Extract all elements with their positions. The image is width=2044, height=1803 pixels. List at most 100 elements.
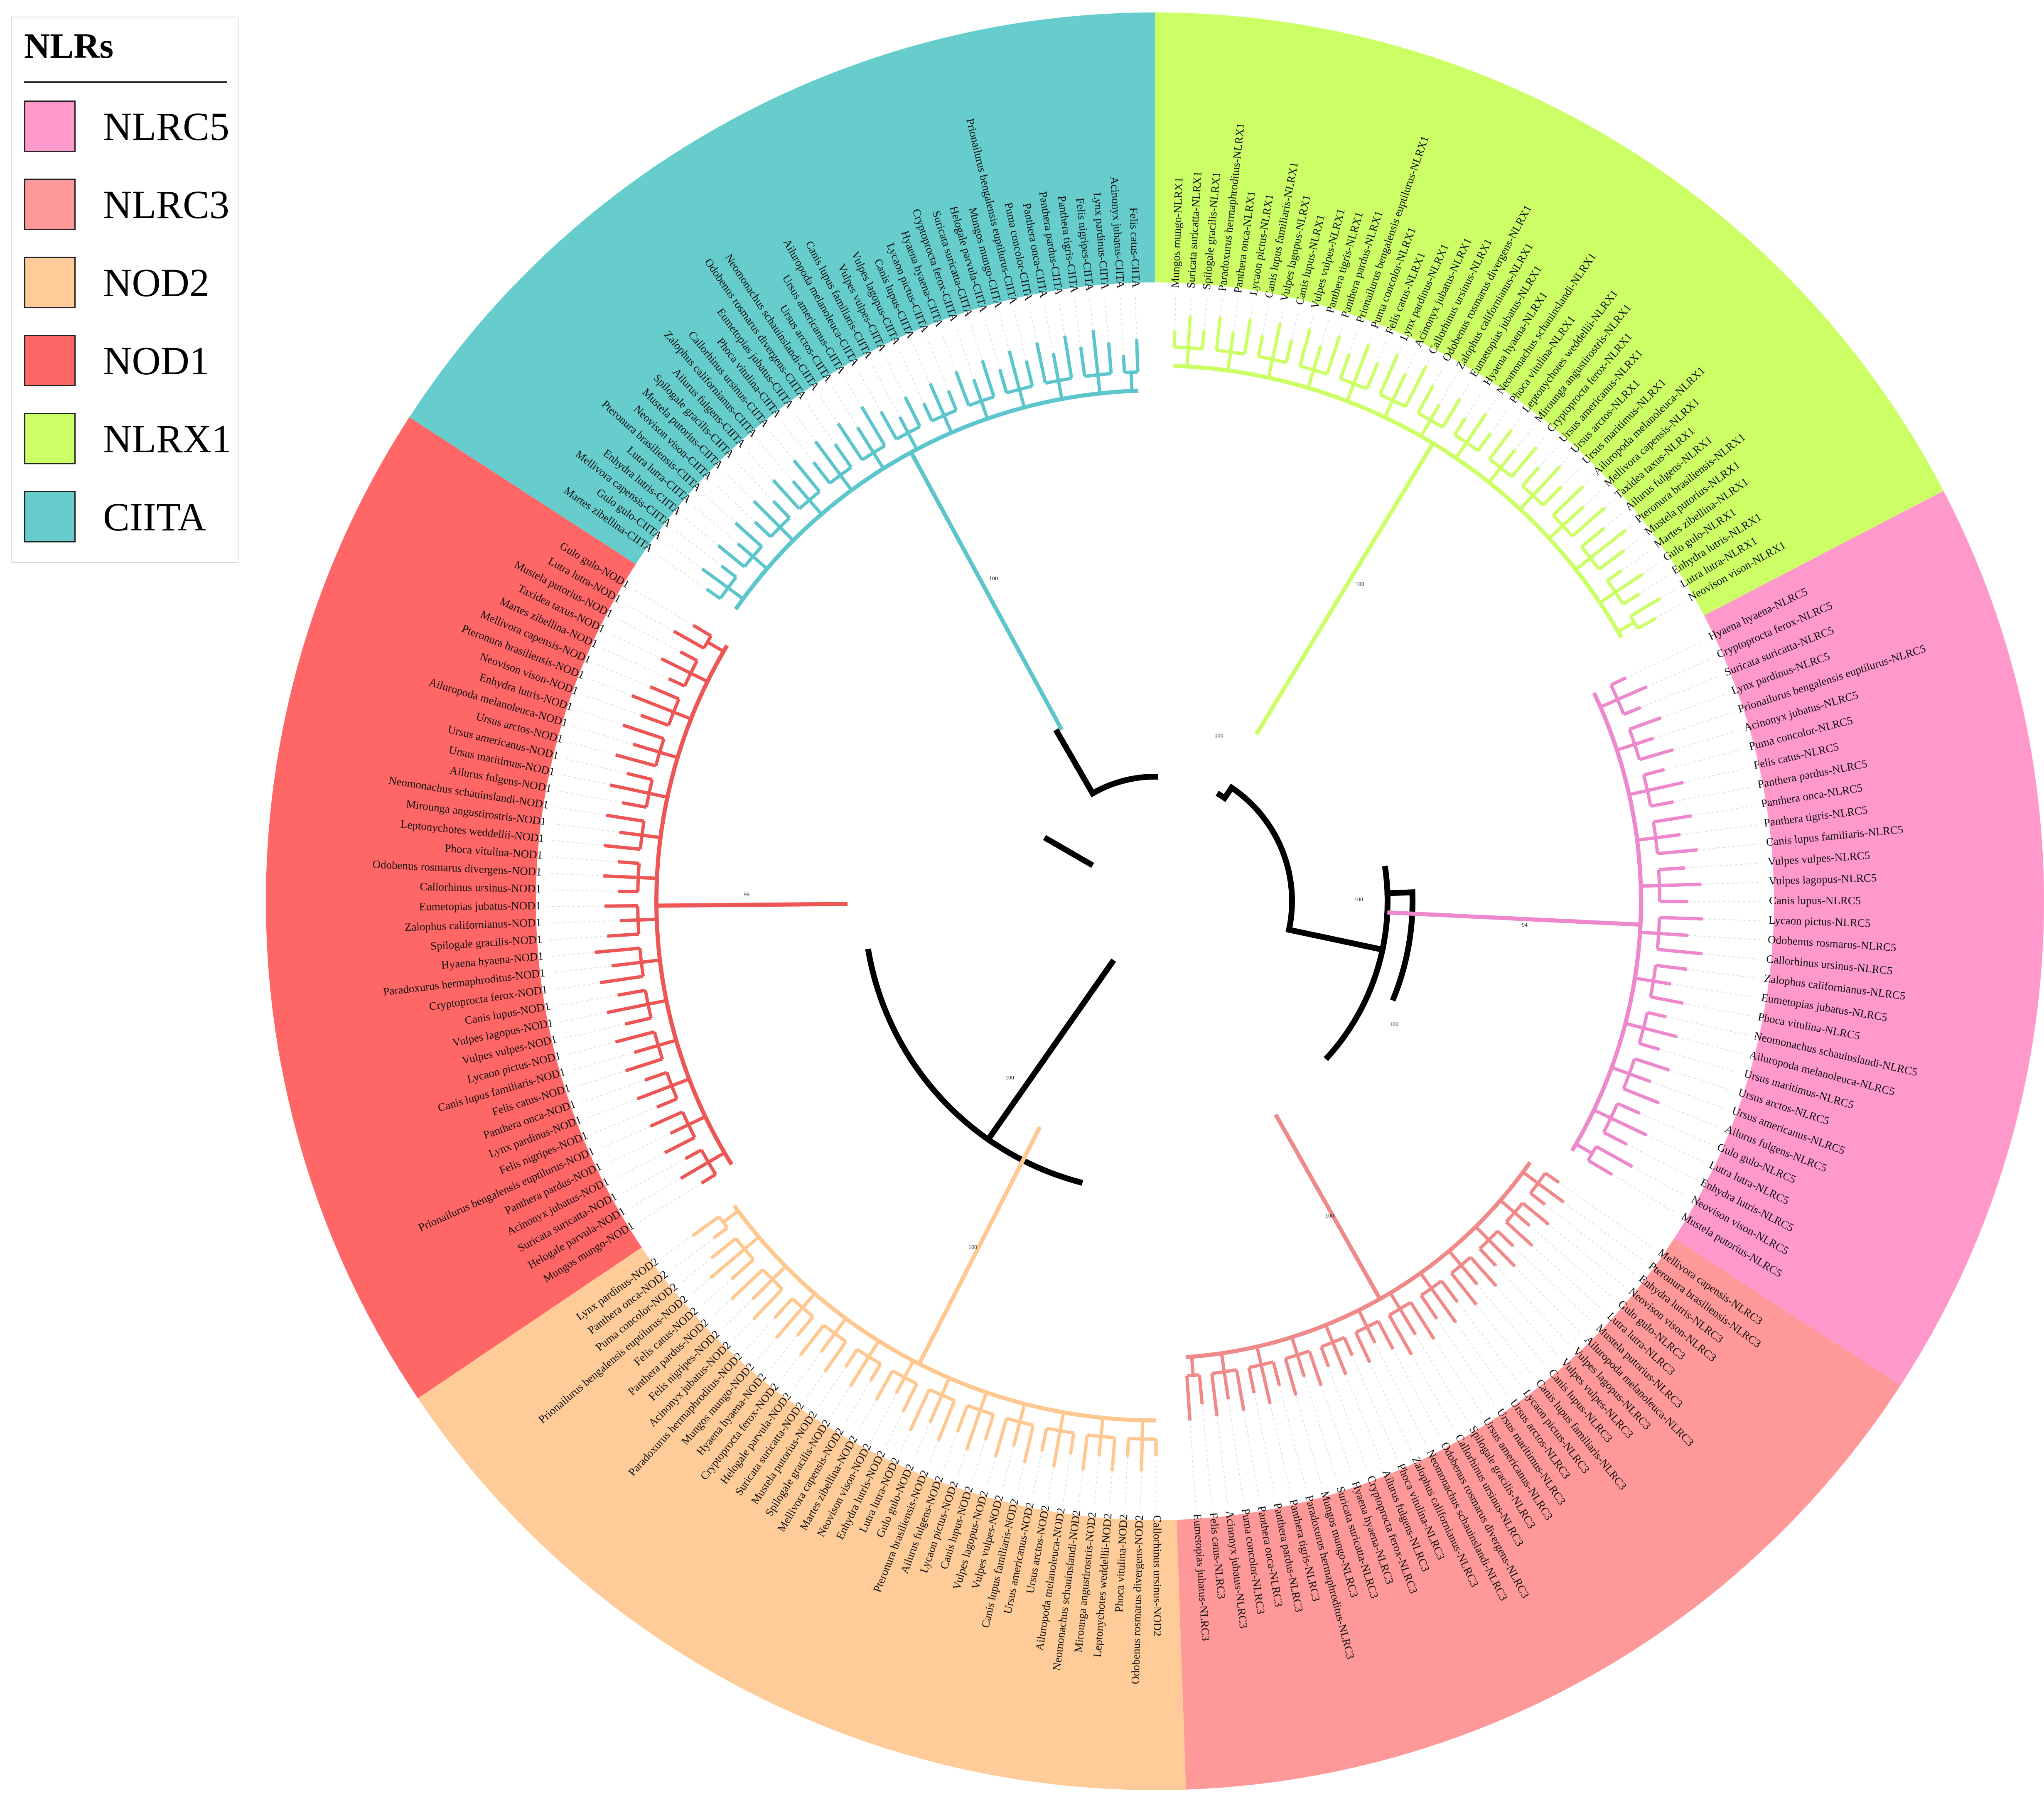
leaf-branch — [1639, 748, 1674, 761]
leaf-branch — [649, 1110, 683, 1128]
leaf-branch — [1187, 316, 1192, 348]
leaf-guide — [639, 1182, 702, 1222]
leaf-branch — [1650, 995, 1684, 1005]
subclade-edge — [1575, 557, 1592, 571]
legend-label: NLRC5 — [103, 104, 230, 149]
leaf-guide — [1339, 324, 1344, 336]
leaf-branch — [660, 657, 692, 675]
subclade-edge — [722, 1209, 739, 1224]
leaf-branch — [1319, 1346, 1330, 1368]
leaf-branch — [609, 783, 650, 795]
leaf-guide — [1304, 1376, 1337, 1480]
leaf-branch — [1499, 449, 1516, 469]
leaf-branch — [1365, 362, 1379, 390]
leaf-branch — [1079, 347, 1086, 377]
leaf-guide — [1017, 1462, 1025, 1492]
leaf-guide — [1270, 1403, 1291, 1493]
leaf-branch — [1643, 768, 1665, 777]
leaf-guide — [712, 1299, 732, 1317]
subclade-edge — [1599, 698, 1619, 709]
leaf-guide — [725, 472, 754, 502]
backbone-support: 100 — [1390, 1021, 1398, 1028]
leaf-branch — [618, 860, 639, 865]
clade-sector-nlrc3 — [1177, 1238, 1901, 1790]
subclade-edge — [779, 526, 795, 542]
leaf-guide — [1621, 550, 1650, 571]
legend-item-nod1: NOD1 — [24, 335, 232, 386]
leaf-branch — [673, 630, 705, 650]
leaf-guide — [1659, 1102, 1718, 1127]
leaf-branch — [1052, 1430, 1062, 1468]
leaf-guide — [970, 323, 983, 361]
leaf-branch — [1617, 1102, 1641, 1115]
leaf-branch — [1487, 1239, 1516, 1268]
leaf-branch — [1510, 446, 1538, 478]
leaf-branch — [1634, 1057, 1670, 1072]
subclade-edge — [833, 1317, 848, 1335]
leaf-branch — [1598, 549, 1625, 571]
subclade-edge — [673, 710, 692, 721]
legend-swatch — [24, 491, 76, 542]
leaf-guide — [1405, 353, 1416, 374]
leaf-guide — [1532, 1245, 1603, 1311]
leaf-guide — [1661, 694, 1725, 719]
leaf-branch — [984, 1414, 995, 1440]
leaf-branch — [1185, 1376, 1192, 1421]
subclade-edge — [727, 586, 744, 601]
leaf-branch — [752, 1288, 784, 1320]
leaf-branch — [607, 932, 639, 938]
legend-swatch — [24, 335, 76, 386]
subclade-edge — [648, 998, 667, 1006]
legend-label: CIITA — [103, 495, 206, 539]
subclade-edge — [658, 1038, 677, 1047]
leaf-branch — [936, 1400, 956, 1442]
leaf-guide — [610, 633, 662, 659]
leaf-branch — [1069, 1433, 1076, 1455]
leaf-branch — [1459, 1264, 1479, 1285]
leaf-guide — [736, 462, 774, 502]
subclade-edge — [1307, 369, 1315, 389]
leaf-branch — [849, 1356, 870, 1387]
leaf-guide — [1673, 786, 1751, 802]
leaf-guide — [548, 920, 620, 924]
leaf-guide — [1321, 1385, 1352, 1475]
leaf-guide — [561, 774, 610, 786]
leaf-branch — [1659, 916, 1703, 921]
subclade-edge — [1018, 1403, 1026, 1423]
leaf-guide — [1583, 490, 1602, 507]
leaf-branch — [972, 379, 983, 402]
leaf-guide — [666, 542, 703, 569]
leaf-branch — [620, 918, 638, 922]
stem-support: 99 — [744, 892, 749, 898]
subclade-edge — [907, 432, 919, 450]
leaf-branch — [1024, 360, 1034, 387]
leaf-guide — [1490, 408, 1509, 434]
leaf-branch — [664, 1136, 696, 1155]
leaf-guide — [594, 1106, 657, 1133]
leaf-guide — [618, 618, 681, 653]
leaf-guide — [1415, 1334, 1468, 1421]
leaf-branch — [1429, 404, 1441, 421]
leaf-branch — [947, 390, 958, 411]
subclade-edge — [1629, 789, 1648, 797]
leaf-branch — [705, 588, 722, 600]
leaf-branch — [680, 1160, 710, 1180]
subclade-edge — [690, 672, 708, 683]
leaf-branch — [1653, 979, 1671, 986]
subclade-edge — [980, 400, 989, 419]
leaf-guide — [1514, 1266, 1581, 1334]
leaf-guide — [548, 889, 619, 892]
legend: NLRs NLRC5 NLRC3 NOD2 NOD1 NLRX1 CIITA — [11, 17, 239, 563]
leaf-guide — [1698, 844, 1759, 851]
legend-swatch — [24, 179, 76, 230]
subclade-edge — [1129, 372, 1134, 391]
subclade-edge — [801, 1292, 816, 1309]
leaf-branch — [1562, 505, 1585, 527]
leaf-branch — [710, 1237, 737, 1259]
leaf-guide — [886, 1411, 904, 1445]
backbone-arc — [1088, 773, 1158, 797]
leaf-branch — [737, 542, 754, 558]
leaf-branch — [1529, 1192, 1546, 1206]
leaf-guide — [1656, 602, 1683, 619]
leaf-branch — [1140, 1439, 1144, 1471]
